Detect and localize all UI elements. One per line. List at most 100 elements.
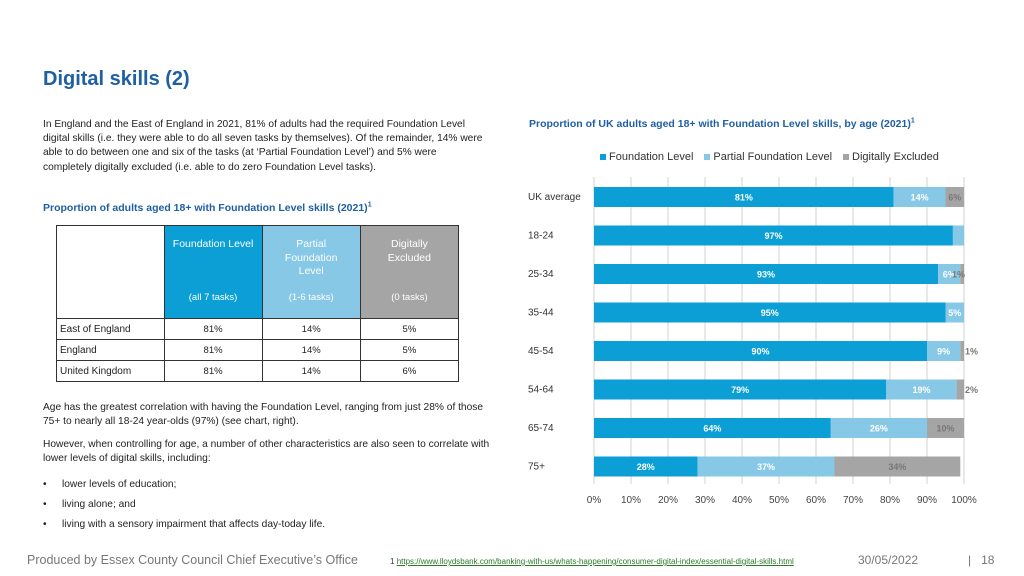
x-tick-label: 80% xyxy=(880,495,900,506)
header-sub: (1-6 tasks) xyxy=(288,292,334,303)
data-label: 6% xyxy=(943,270,956,280)
category-label: 75+ xyxy=(528,462,545,473)
skills-table: Foundation Level (all 7 tasks) Partial F… xyxy=(56,225,460,382)
list-item: • living with a sensory impairment that a… xyxy=(43,518,325,538)
category-label: 54-64 xyxy=(528,385,554,396)
row-label: England xyxy=(56,339,165,361)
cell-excluded: 5% xyxy=(359,339,460,361)
footer-producer: Produced by Essex County Council Chief E… xyxy=(27,553,358,567)
x-tick-label: 100% xyxy=(951,495,977,506)
footer-date: 30/05/2022 xyxy=(858,553,919,567)
x-tick-label: 0% xyxy=(587,495,602,506)
bar-segment xyxy=(594,225,953,246)
bar-segment xyxy=(834,456,961,477)
bar-segment xyxy=(594,379,887,400)
bar-segment xyxy=(945,187,964,207)
controlling-paragraph: However, when controlling for age, a num… xyxy=(43,439,490,465)
cell-partial: 14% xyxy=(261,318,361,340)
data-label: 37% xyxy=(757,462,775,472)
bar-segment xyxy=(594,302,946,323)
header-label: Partial Foundation Level xyxy=(284,238,338,277)
header-partial: Partial Foundation Level (1-6 tasks) xyxy=(261,225,361,319)
cell-partial: 14% xyxy=(261,360,361,382)
header-label: Foundation Level xyxy=(172,238,254,250)
table-corner-cell xyxy=(56,225,165,319)
x-tick-label: 60% xyxy=(806,495,826,506)
bar-segment xyxy=(938,264,961,284)
bullet-icon: • xyxy=(43,499,47,510)
list-item: • living alone; and xyxy=(43,498,325,518)
age-paragraph: Age has the greatest correlation with ha… xyxy=(43,402,484,428)
bullet-icon: • xyxy=(43,479,47,490)
bar-segment xyxy=(594,418,831,438)
data-label: 79% xyxy=(731,385,749,395)
data-label: 64% xyxy=(703,424,721,434)
header-excluded: Digitally Excluded (0 tasks) xyxy=(359,225,460,319)
bar-segment xyxy=(893,187,946,207)
table-row: United Kingdom 81% 14% 6% xyxy=(56,360,460,382)
data-label: 14% xyxy=(911,193,929,203)
footer-footnote: 1 https://www.lloydsbank.com/banking-wit… xyxy=(390,557,794,566)
category-label: 25-34 xyxy=(528,269,554,280)
legend-excluded: Digitally Excluded xyxy=(843,151,939,163)
data-label: 19% xyxy=(912,385,930,395)
chart-legend: Foundation Level Partial Foundation Leve… xyxy=(600,151,939,163)
intro-paragraph: In England and the East of England in 20… xyxy=(43,119,483,173)
legend-swatch-icon xyxy=(843,154,850,160)
cell-foundation: 81% xyxy=(163,360,263,382)
data-label: 90% xyxy=(751,347,769,357)
category-label: 35-44 xyxy=(528,308,554,319)
data-label: 2% xyxy=(965,385,978,395)
legend-swatch-icon xyxy=(704,154,711,160)
data-label: 34% xyxy=(888,462,906,472)
legend-swatch-icon xyxy=(600,154,606,160)
x-tick-label: 70% xyxy=(843,495,863,506)
header-foundation: Foundation Level (all 7 tasks) xyxy=(163,225,263,319)
category-label: UK average xyxy=(528,192,581,203)
category-label: 18-24 xyxy=(528,231,554,242)
data-label: 1% xyxy=(965,347,978,357)
bar-segment xyxy=(927,418,964,438)
legend-label: Foundation Level xyxy=(609,151,694,163)
data-label: 26% xyxy=(870,424,888,434)
table-heading: Proportion of adults aged 18+ with Found… xyxy=(43,201,372,215)
bar-segment xyxy=(594,187,894,207)
footnote-number: 1 xyxy=(390,557,395,566)
data-label: 28% xyxy=(637,462,655,472)
bullet-icon: • xyxy=(43,519,47,530)
chart-title: Proportion of UK adults aged 18+ with Fo… xyxy=(529,117,915,131)
data-label: 6% xyxy=(948,193,961,203)
bar-segment xyxy=(956,379,964,400)
bar-segment xyxy=(594,264,939,284)
table-row: East of England 81% 14% 5% xyxy=(56,318,460,340)
legend-label: Partial Foundation Level xyxy=(713,151,833,163)
x-tick-label: 50% xyxy=(769,495,789,506)
x-tick-label: 10% xyxy=(621,495,641,506)
table-heading-text: Proportion of adults aged 18+ with Found… xyxy=(43,202,368,214)
legend-foundation: Foundation Level xyxy=(600,151,693,163)
row-label: United Kingdom xyxy=(56,360,165,382)
x-tick-label: 30% xyxy=(695,495,715,506)
bar-segment xyxy=(945,302,964,323)
list-item-text: living with a sensory impairment that af… xyxy=(62,519,326,530)
list-item-text: living alone; and xyxy=(62,499,136,510)
bar-segment xyxy=(960,264,964,284)
bar-segment xyxy=(886,379,957,400)
category-label: 65-74 xyxy=(528,423,554,434)
header-sub: (0 tasks) xyxy=(391,292,428,303)
bar-segment xyxy=(952,225,964,246)
table-heading-footnote: 1 xyxy=(367,201,372,209)
data-label: 81% xyxy=(735,193,753,203)
cell-excluded: 5% xyxy=(359,318,460,340)
category-label: 45-54 xyxy=(528,346,554,357)
bar-segment xyxy=(830,418,927,438)
x-tick-label: 20% xyxy=(658,495,678,506)
data-label: 10% xyxy=(936,424,954,434)
chart-title-footnote: 1 xyxy=(910,117,915,125)
page-number: | 18 xyxy=(968,553,995,567)
footnote-link[interactable]: https://www.lloydsbank.com/banking-with-… xyxy=(396,557,794,566)
x-tick-label: 90% xyxy=(917,495,937,506)
table-row: England 81% 14% 5% xyxy=(56,339,460,361)
list-item-text: lower levels of education; xyxy=(62,479,177,490)
data-label: 95% xyxy=(761,308,779,318)
